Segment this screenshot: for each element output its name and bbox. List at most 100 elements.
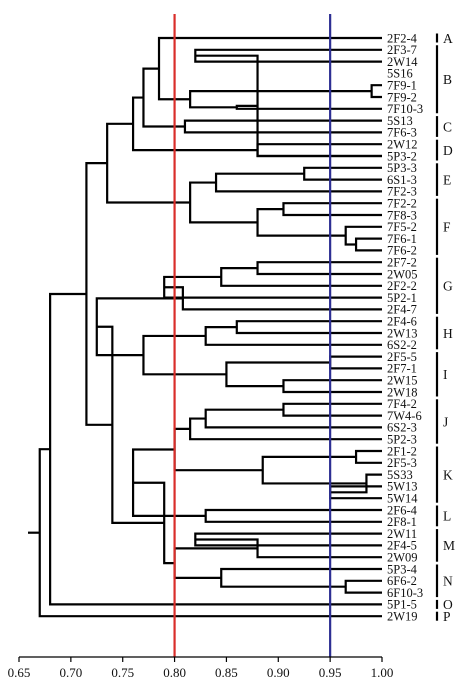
leaf-label: 2F5-3: [387, 456, 417, 470]
leaf-label: 2W12: [387, 138, 418, 152]
leaf-label: 7W4-6: [387, 409, 422, 423]
cluster-branch-41: [344, 579, 382, 594]
cluster-branch-29: [282, 402, 382, 417]
leaf-label: 2F4-7: [387, 303, 417, 317]
cluster-branch-6: [183, 119, 382, 134]
cluster-branch-1: [194, 48, 382, 63]
cluster-branch-28: [95, 297, 183, 357]
cluster-branch-11: [214, 172, 382, 193]
group-label: N: [443, 574, 453, 589]
leaf-label: 7F2-2: [387, 197, 417, 211]
cluster-branch-42: [220, 567, 382, 588]
leaf-label: 7F6-3: [387, 126, 417, 140]
leaf-label: 2F6-4: [387, 503, 418, 517]
cluster-branch-4: [189, 90, 372, 109]
x-axis: 0.65 0.70 0.75 0.80 0.85 0.90 0.95 1.00: [8, 656, 394, 680]
leaf-label: 5P3-3: [387, 161, 417, 175]
leaf-label: 5S13: [387, 114, 413, 128]
x-tick-label: 1.00: [371, 665, 394, 680]
leaf-label: 7F8-3: [387, 208, 417, 222]
leaf-label: 2W05: [387, 267, 418, 281]
cluster-branch-26: [225, 361, 331, 388]
cluster-branch-40: [195, 538, 382, 559]
leaf-label: 2W15: [387, 374, 418, 388]
group-brackets: A B CDE F G H I J K LM NOP: [435, 31, 455, 624]
leaf-label: 5P3-2: [387, 149, 417, 163]
cluster-branch-45: [96, 325, 165, 525]
cluster-branch-30: [204, 408, 382, 429]
cluster-branch-39: [194, 532, 382, 547]
leaf-label: 6S1-3: [387, 173, 417, 187]
leaf-label: 2F5-5: [387, 350, 417, 364]
leaf-label: 2F4-6: [387, 315, 417, 329]
group-label: D: [443, 143, 453, 158]
leaf-label: 5P1-5: [387, 598, 417, 612]
leaf-label: 6S2-3: [387, 421, 417, 435]
leaf-label: 7F6-1: [387, 232, 417, 246]
group-label: B: [443, 72, 452, 87]
leaf-label: 5P2-1: [387, 291, 417, 305]
group-label: E: [443, 172, 451, 187]
leaf-label: 2W13: [387, 326, 418, 340]
cluster-branch-27: [142, 334, 227, 376]
group-label: K: [443, 467, 453, 482]
cluster-branch-34: [330, 473, 382, 494]
cluster-branch-43: [173, 547, 258, 579]
leaf-label: 7F2-3: [387, 185, 417, 199]
leaf-label: 2F7-1: [387, 362, 417, 376]
leaf-label: 2W11: [387, 527, 417, 541]
leaf-label: 2F2-2: [387, 279, 417, 293]
group-label: O: [443, 597, 453, 612]
cluster-branch-12: [282, 202, 382, 217]
leaf-label: 7F9-1: [387, 79, 417, 93]
cluster-branch-32: [354, 449, 382, 464]
x-tick-label: 0.70: [59, 665, 82, 680]
cluster-branch-13: [354, 237, 382, 252]
leaf-label: 7F5-2: [387, 220, 417, 234]
group-label: C: [443, 119, 452, 134]
cluster-branch-25: [282, 379, 382, 394]
leaf-label: 2F2-4: [387, 31, 418, 45]
leaf-label: 7F6-2: [387, 244, 417, 258]
leaf-label: 6F10-3: [387, 586, 423, 600]
cluster-branch-16: [189, 181, 258, 224]
cluster-branch-19: [220, 267, 382, 287]
leaf-label: 2F4-5: [387, 539, 417, 553]
dendrogram-branches: [28, 36, 382, 618]
cluster-branch-8: [256, 143, 382, 158]
group-label: P: [443, 609, 451, 624]
leaf-labels: 2F2-42F3-72W145S167F9-17F9-27F10-35S137F…: [387, 31, 423, 623]
cluster-branch-20: [163, 275, 382, 299]
cluster-branch-14: [344, 225, 382, 246]
leaf-label: 2W18: [387, 385, 418, 399]
threshold-lines: [173, 14, 332, 657]
x-tick-label: 0.75: [111, 665, 134, 680]
cluster-branch-47: [49, 292, 382, 606]
x-tick-label: 0.95: [319, 665, 342, 680]
leaf-label: 6F6-2: [387, 574, 417, 588]
leaf-label: 5W14: [387, 492, 418, 506]
x-tick-label: 0.65: [8, 665, 31, 680]
leaf-label: 2F1-2: [387, 444, 417, 458]
leaf-label: 5P3-4: [387, 562, 418, 576]
cluster-branch-24: [329, 355, 382, 370]
leaf-label: 2F3-7: [387, 43, 417, 57]
group-label: H: [443, 326, 453, 341]
cluster-branch-2: [195, 54, 382, 158]
cluster-branch-18: [256, 261, 382, 276]
leaf-label: 2W09: [387, 551, 418, 565]
cluster-branch-37: [204, 508, 382, 523]
leaf-label: 5S16: [387, 67, 413, 81]
cluster-branch-31: [189, 417, 382, 441]
leaf-label: 2W19: [387, 610, 418, 624]
cluster-branch-17: [106, 122, 191, 204]
leaf-label: 2W14: [387, 55, 418, 69]
cluster-branch-0: [370, 84, 382, 99]
cluster-branch-22: [235, 320, 382, 335]
cluster-branch-48: [38, 448, 382, 618]
group-label: M: [443, 538, 455, 553]
leaf-label: 5S33: [387, 468, 413, 482]
leaf-label: 5W13: [387, 480, 418, 494]
cluster-branch-15: [256, 208, 346, 237]
